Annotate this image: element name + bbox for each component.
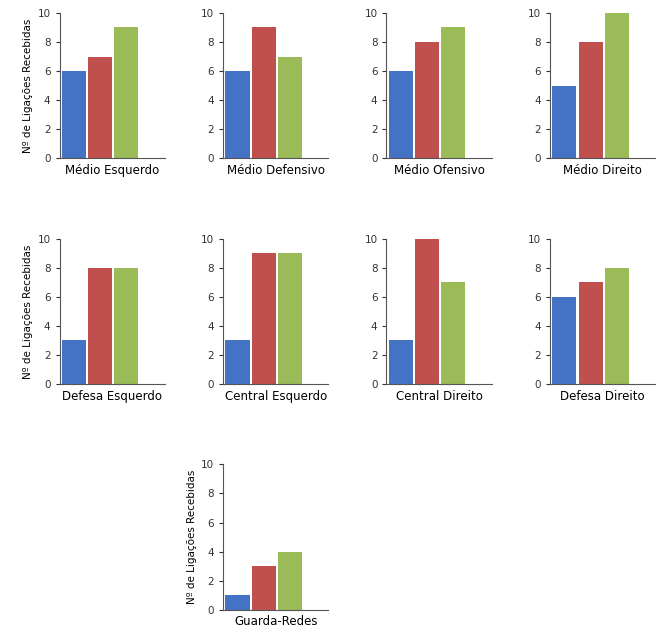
Bar [552,85,577,159]
X-axis label: Médio Direito: Médio Direito [563,164,642,177]
Bar [226,595,250,610]
Bar [62,71,86,159]
Bar [278,253,302,384]
Bar [604,13,629,159]
X-axis label: Central Esquerdo: Central Esquerdo [224,390,327,403]
Bar [226,71,250,159]
X-axis label: Médio Esquerdo: Médio Esquerdo [65,164,160,177]
Y-axis label: Nº de Ligações Recebidas: Nº de Ligações Recebidas [23,19,33,153]
Bar [115,268,138,384]
Bar [252,28,276,159]
Bar [579,282,602,384]
Bar [115,28,138,159]
Bar [252,566,276,610]
Bar [88,268,113,384]
X-axis label: Central Direito: Central Direito [396,390,483,403]
Bar [88,56,113,159]
Bar [604,268,629,384]
Bar [415,42,439,159]
X-axis label: Defesa Direito: Defesa Direito [560,390,645,403]
Bar [389,71,413,159]
Bar [415,239,439,384]
Bar [226,340,250,384]
Bar [441,28,465,159]
X-axis label: Médio Ofensivo: Médio Ofensivo [394,164,485,177]
Bar [278,56,302,159]
X-axis label: Médio Defensivo: Médio Defensivo [227,164,325,177]
Bar [552,297,577,384]
X-axis label: Guarda-Redes: Guarda-Redes [234,616,318,629]
X-axis label: Defesa Esquerdo: Defesa Esquerdo [62,390,162,403]
Bar [389,340,413,384]
Bar [62,340,86,384]
Bar [278,551,302,610]
Bar [441,282,465,384]
Y-axis label: Nº de Ligações Recebidas: Nº de Ligações Recebidas [187,470,197,604]
Bar [252,253,276,384]
Bar [579,42,602,159]
Y-axis label: Nº de Ligações Recebidas: Nº de Ligações Recebidas [23,244,33,379]
